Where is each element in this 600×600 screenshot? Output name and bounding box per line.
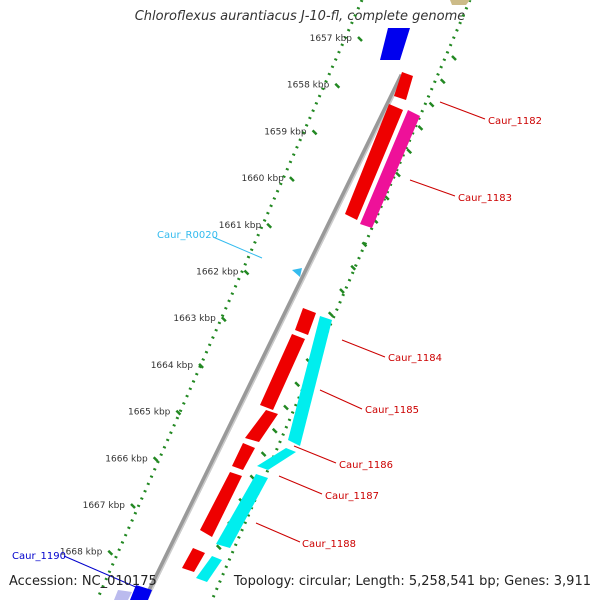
gene-1185-fwd [260,334,305,410]
page-title: Chloroflexus aurantiacus J-10-fl, comple… [134,9,466,24]
inner-tick-mark [406,148,413,155]
gene-caur-1190 [130,585,152,600]
gene-caur-1186-fwd [232,443,255,470]
inner-tick-mark [283,404,289,411]
tick-label: 1661 kbp [219,221,262,231]
gene-caur-1188 [196,556,222,582]
inner-tick-mark [294,381,301,388]
gene-top-blue [380,28,410,60]
gene-caur-1187 [216,474,268,548]
inner-tick-mark [361,241,368,248]
scale-line-inner [210,0,472,600]
tick-mark [130,503,136,509]
tick-label: 1666 kbp [105,454,148,464]
tick-label: 1667 kbp [83,501,126,511]
gene-caur-1184 [288,316,332,446]
label-caur-1190: Caur_1190 [12,551,66,562]
tick-label: 1658 kbp [287,81,330,91]
tick-mark [357,36,363,42]
label-caur-1185: Caur_1185 [365,405,419,416]
gene-caur-1184-fwd [295,308,316,335]
inner-tick-mark [439,78,446,85]
gene-caur-1183-fwd [345,104,403,220]
inner-tick-mark [451,55,457,61]
inner-tick-mark [327,311,334,318]
label-caur-1188: Caur_1188 [302,539,356,550]
tick-mark [220,316,227,323]
leader-caur-1185 [319,389,363,410]
accession-text: Accession: NC_010175 [9,574,157,589]
label-caur-1186: Caur_1186 [339,460,393,471]
gene-caur-1187-fwd [200,472,242,537]
tick-label: 1663 kbp [173,314,216,324]
label-caur-1187: Caur_1187 [325,491,379,502]
tick-mark [198,363,204,369]
tick-label: 1665 kbp [128,408,171,418]
tick-mark [175,409,182,416]
inner-tick-mark [215,544,222,551]
tick-label: 1662 kbp [196,268,239,278]
leader-caur-r0020 [212,236,263,259]
leader-caur-1187 [278,475,323,495]
tick-mark [243,269,250,276]
tick-label: 1659 kbp [264,127,307,137]
gene-caur-1186 [257,448,296,470]
tick-mark [311,129,318,136]
genome-summary: Topology: circular; Length: 5,258,541 bp… [233,574,591,589]
leader-caur-1186 [293,445,337,464]
gene-caur-1188-fwd [182,548,205,572]
inner-tick-mark [350,264,357,271]
inner-tick-mark [260,451,267,457]
gene-caur-1183 [360,110,420,228]
label-caur-1182: Caur_1182 [488,116,542,127]
genome-backbone [142,73,405,600]
label-caur-1183: Caur_1183 [458,193,512,204]
tick-label: 1664 kbp [151,361,194,371]
tick-label: 1657 kbp [310,34,353,44]
leader-caur-1182 [439,101,486,120]
inner-tick-mark [417,125,424,131]
leader-caur-1183 [409,179,456,197]
leader-caur-1190 [63,555,139,589]
gene-caur-1182 [394,72,413,100]
label-caur-r0020: Caur_R0020 [157,230,218,241]
gene-bottom-lavender [114,590,132,600]
inner-tick-mark [271,427,278,434]
tick-mark [334,82,341,89]
tick-mark [289,176,295,182]
label-caur-1184: Caur_1184 [388,353,442,364]
leader-caur-1184 [341,339,386,358]
inner-tick-mark [428,101,435,108]
tick-mark [107,549,114,556]
tick-label: 1660 kbp [241,174,284,184]
gene-caur-r0020 [292,268,302,277]
gene-caur-1185 [245,410,278,442]
genome-backbone-highlight [146,74,405,600]
inner-tick-mark [339,288,345,294]
tick-label: 1668 kbp [60,548,103,558]
gene-top-tan [450,0,470,5]
scale-ticks: 1657 kbp 1658 kbp 1659 kbp 1660 kbp 1661 kbp… [60,34,457,574]
tick-mark [266,222,273,229]
leader-caur-1188 [255,522,301,543]
inner-tick-mark [395,171,401,178]
tick-mark [152,456,159,463]
